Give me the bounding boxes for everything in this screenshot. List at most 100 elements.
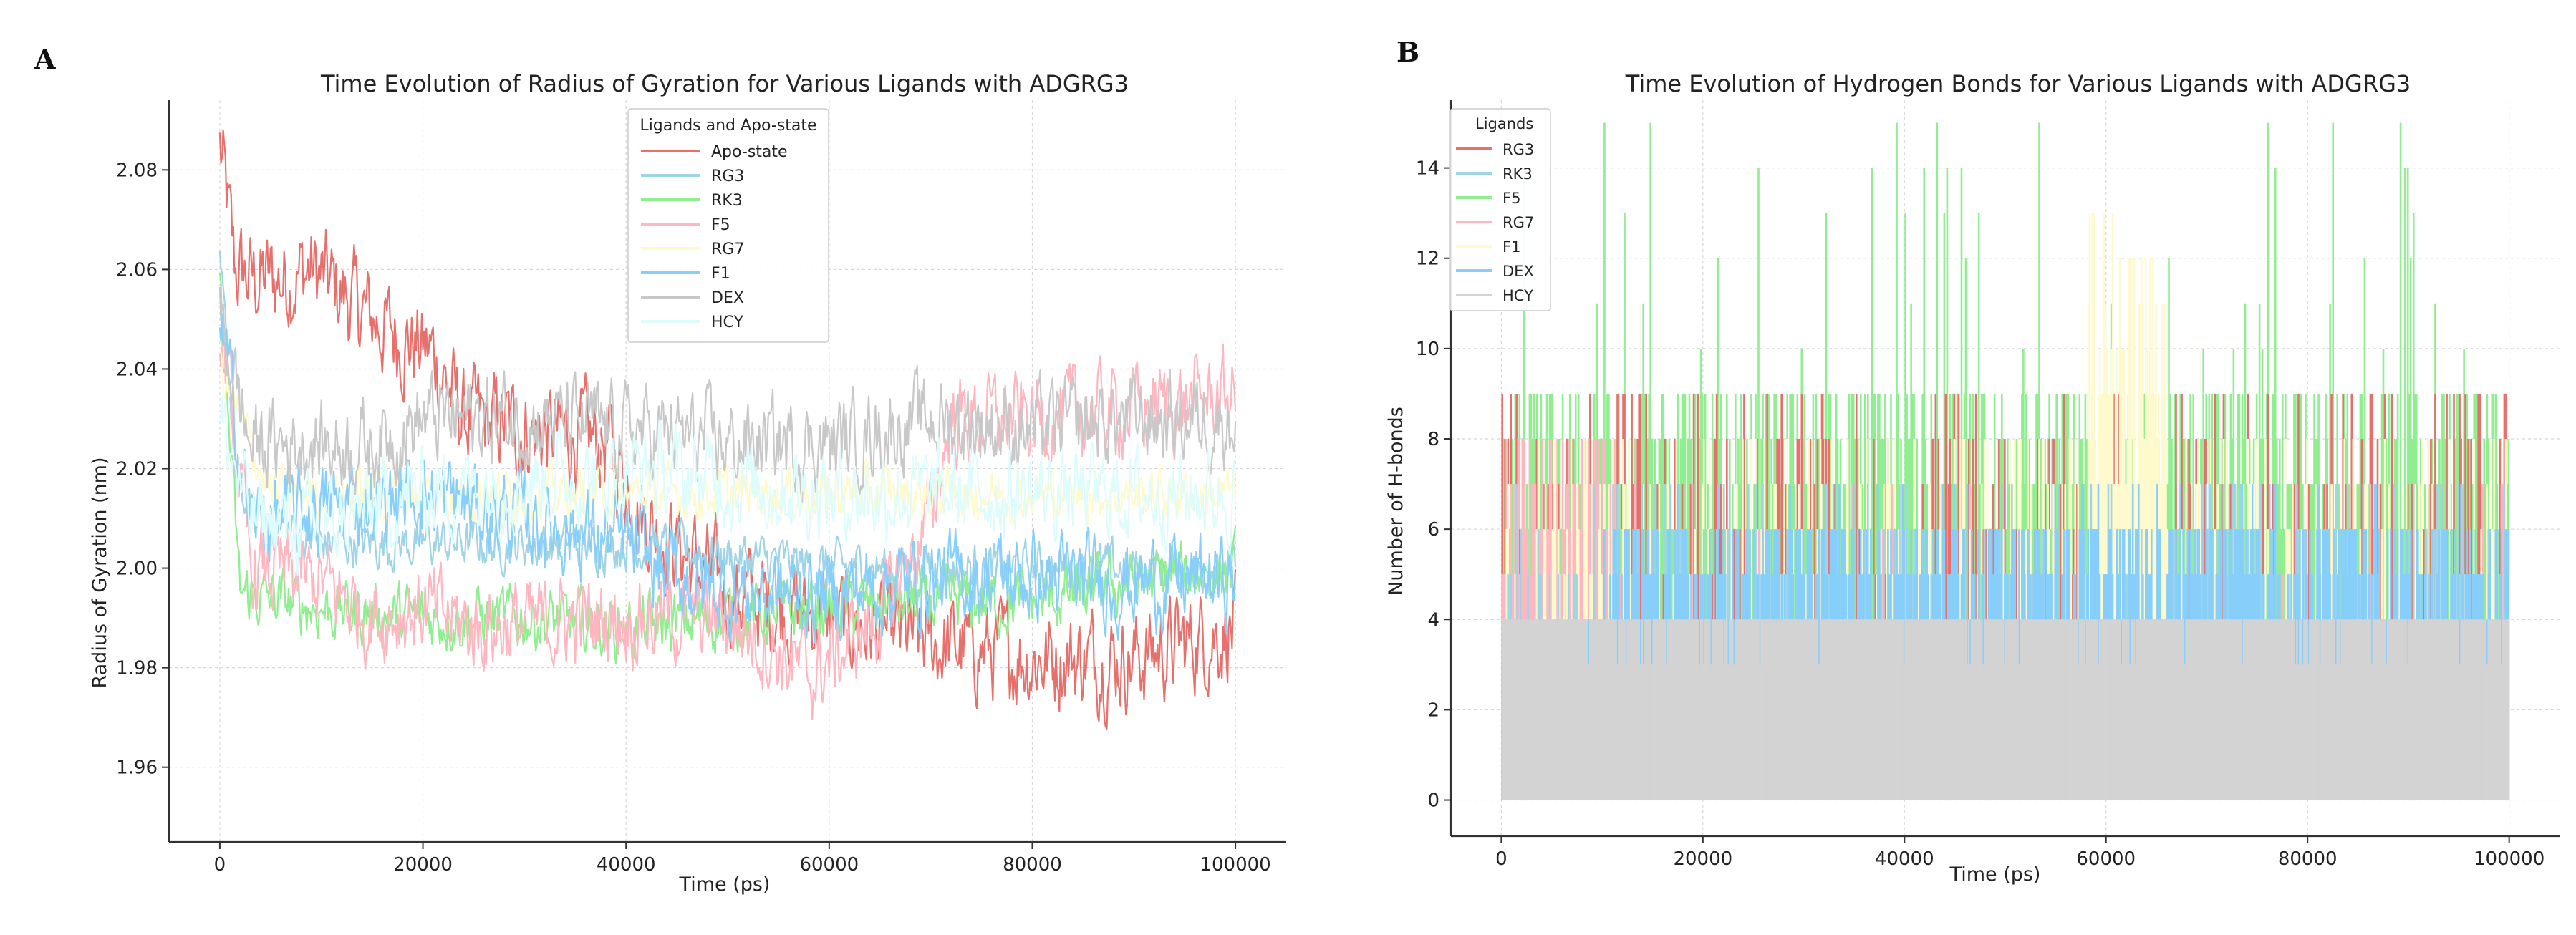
- hbond-bar: [2017, 439, 2019, 800]
- hbond-bar: [1896, 619, 1898, 800]
- hbond-bar: [2232, 619, 2235, 800]
- hbond-bar: [1936, 619, 1939, 800]
- hbond-bar: [2097, 484, 2100, 800]
- hbond-bar: [2312, 619, 2314, 800]
- hbond-bar: [2234, 619, 2237, 800]
- hbond-bar: [1829, 619, 1832, 800]
- hbond-bar: [1715, 619, 1718, 800]
- hbond-bar: [2001, 619, 2003, 800]
- legend-label-dex: DEX: [1502, 263, 1534, 280]
- hbond-bar: [2476, 619, 2479, 800]
- hbond-bar: [2323, 619, 2325, 800]
- hbond-bar: [1553, 439, 1555, 800]
- hbond-bar: [2221, 619, 2224, 800]
- hbond-bar: [1921, 619, 1924, 800]
- hbond-bar: [2052, 619, 2055, 800]
- hbond-bar: [2143, 439, 2146, 800]
- hbond-bar: [1523, 619, 1525, 800]
- hbond-bar: [1952, 619, 1954, 800]
- hbond-bar: [1943, 619, 1946, 800]
- hbond-bar: [2245, 619, 2248, 800]
- hbond-bar: [1949, 619, 1952, 800]
- hbond-bar: [1899, 619, 1901, 800]
- hbond-bar: [2493, 439, 2496, 800]
- hbond-bar: [1714, 439, 1717, 800]
- hbond-bar: [1666, 619, 1669, 800]
- hbond-bar: [2382, 619, 2385, 800]
- hbond-bar: [1890, 619, 1892, 800]
- hbond-bar: [2084, 664, 2087, 800]
- hbond-bar: [2241, 484, 2244, 800]
- hbond-bar: [2286, 619, 2288, 800]
- hbond-bar: [2149, 619, 2151, 800]
- hbond-bar: [2378, 619, 2380, 800]
- hbond-bar: [2421, 619, 2423, 800]
- hbond-bar: [1695, 619, 1698, 800]
- hbond-bar: [2162, 619, 2164, 800]
- hbond-bar: [2258, 303, 2261, 800]
- hbond-bar: [1586, 619, 1588, 800]
- hbond-bar: [1639, 393, 1642, 800]
- hbond-bar: [1736, 619, 1738, 800]
- hbond-bar: [1914, 619, 1916, 800]
- hbond-bar: [1964, 619, 1967, 800]
- hbond-bar: [1692, 393, 1695, 800]
- hbond-bar: [2285, 439, 2287, 800]
- hbond-bar: [1969, 664, 1972, 800]
- x-tick-label: 80000: [1003, 854, 1062, 876]
- hbond-bar: [2111, 213, 2114, 800]
- hbond-bar: [1639, 664, 1642, 800]
- hbond-bar: [2320, 619, 2322, 800]
- hbond-bar: [1860, 619, 1862, 800]
- hbond-bar: [1846, 439, 1849, 800]
- hbond-chart: B Time Evolution of Hydrogen Bonds for V…: [1385, 36, 2560, 886]
- hbond-bar: [1886, 619, 1888, 800]
- hbond-bar: [1555, 619, 1558, 800]
- hbond-bar: [1698, 439, 1701, 800]
- hbond-bar: [2290, 619, 2292, 800]
- hbond-bar: [1891, 619, 1894, 800]
- hbond-bar: [2409, 619, 2412, 800]
- hbond-bar: [1769, 619, 1771, 800]
- legend-label-rg3: RG3: [711, 168, 744, 185]
- hbond-bar: [2152, 258, 2154, 800]
- hbond-bar: [1634, 619, 1636, 800]
- hbond-bar: [2165, 439, 2167, 800]
- hbond-bar: [2195, 619, 2198, 800]
- hbond-bar: [1511, 619, 1514, 800]
- hbond-bar: [1714, 619, 1717, 800]
- hbond-bar: [1677, 619, 1679, 800]
- hbond-bar: [1551, 619, 1554, 800]
- legend-label-rg7: RG7: [1502, 214, 1534, 231]
- series-line-dex: [218, 286, 1237, 503]
- hbond-bar: [2473, 619, 2476, 800]
- hbond-bar: [2303, 619, 2305, 800]
- hbond-bar: [1987, 619, 1990, 800]
- legend-label-f5: F5: [1502, 190, 1520, 207]
- hbond-bar: [1819, 619, 1822, 800]
- hbond-bar: [1783, 619, 1786, 800]
- hbond-bar: [2262, 619, 2265, 800]
- hbond-bar: [2078, 619, 2081, 800]
- hbond-bar: [2389, 619, 2392, 800]
- hbond-bar: [2316, 619, 2318, 800]
- hbond-bar: [2182, 619, 2184, 800]
- hbond-bar: [2048, 619, 2050, 800]
- hbond-bar: [1822, 619, 1825, 800]
- hbond-bar: [2297, 664, 2300, 800]
- hbond-bar: [2447, 619, 2449, 800]
- x-tick-label: 40000: [1875, 848, 1934, 870]
- hbond-bar: [2146, 619, 2148, 800]
- hbond-bar: [1792, 619, 1795, 800]
- hbond-bar: [2490, 619, 2493, 800]
- hbond-bar: [1681, 619, 1684, 800]
- y-tick-label: 2.02: [116, 459, 158, 480]
- hbond-bar: [2151, 619, 2153, 800]
- hbond-bar: [1815, 619, 1818, 800]
- hbond-bar: [1733, 664, 1735, 800]
- hbond-bar: [2356, 619, 2359, 800]
- hbond-bar: [2408, 619, 2411, 800]
- hbond-bar: [1910, 619, 1912, 800]
- hbond-bar: [2352, 619, 2355, 800]
- hbond-bar: [2186, 619, 2189, 800]
